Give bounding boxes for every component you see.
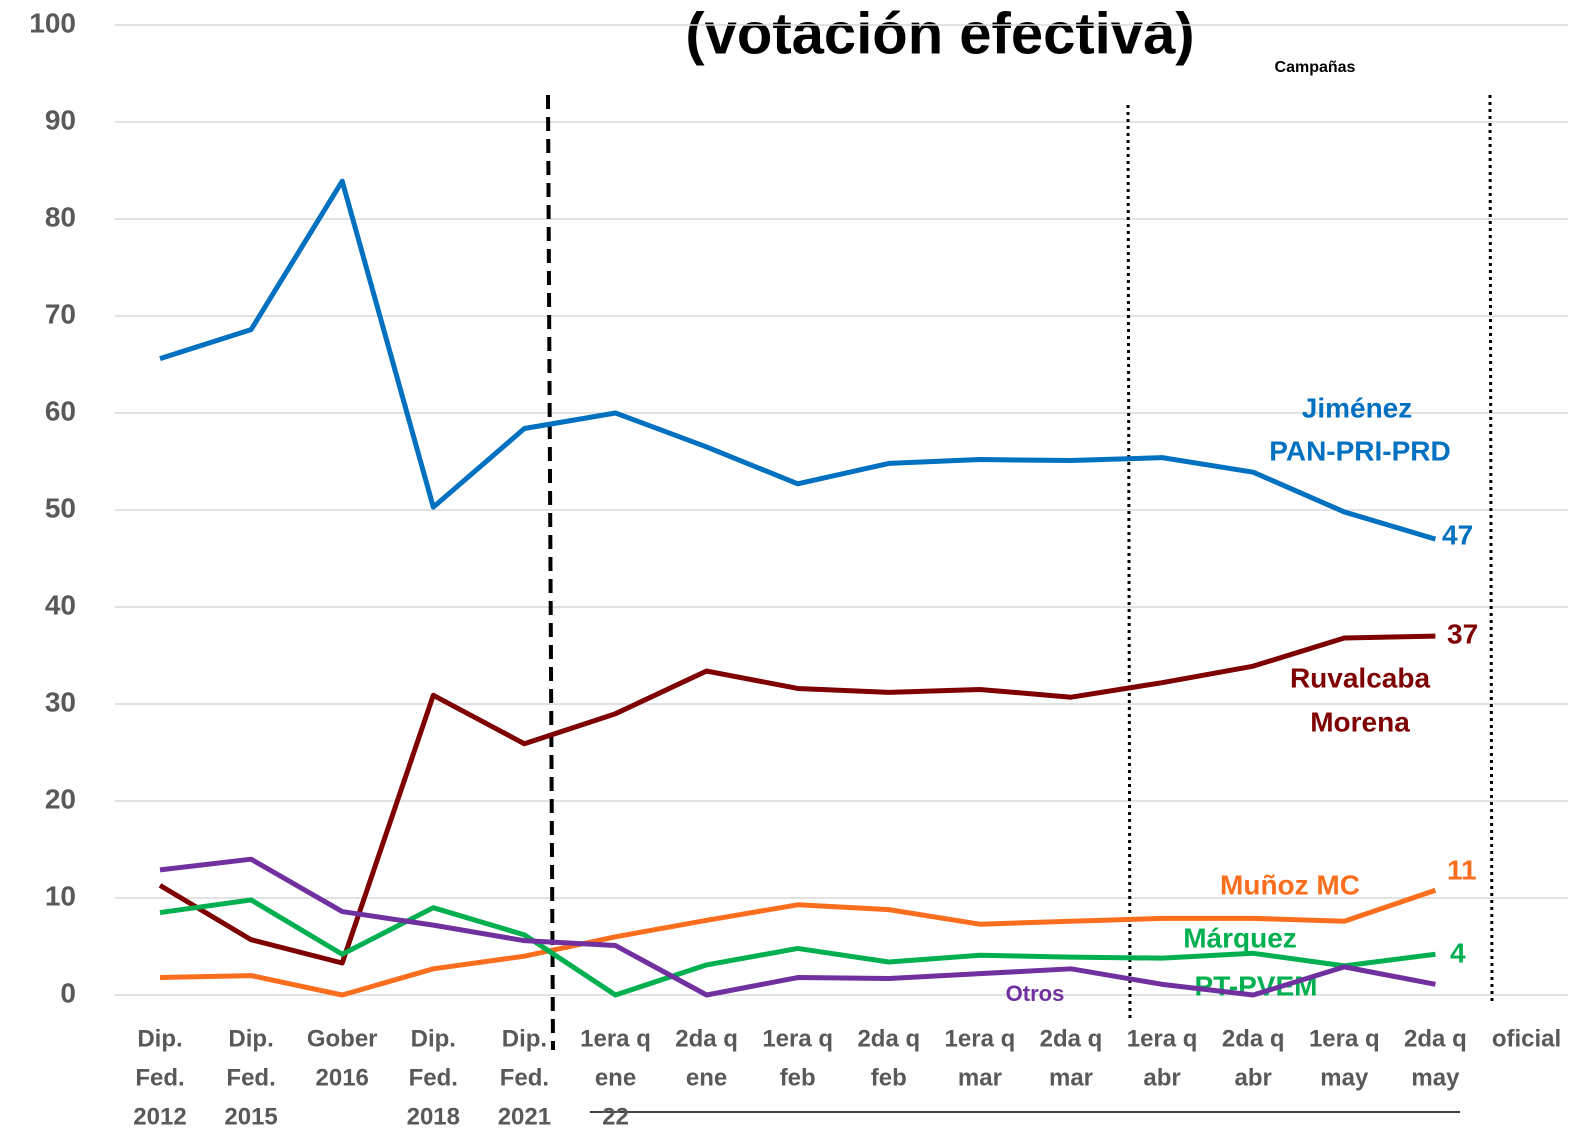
y-tick-label: 60: [45, 395, 76, 426]
x-tick-label: Fed.: [135, 1064, 184, 1091]
grid: [115, 24, 1568, 996]
y-tick-label: 40: [45, 589, 76, 620]
x-tick-label: 1era q: [1309, 1025, 1380, 1052]
x-tick-label: Gober: [307, 1025, 378, 1052]
x-tick-label: abr: [1143, 1064, 1180, 1091]
series-label: Jiménez: [1302, 392, 1413, 423]
series-label: Muñoz MC: [1220, 869, 1360, 900]
series-line: [159, 887, 1437, 998]
chart-subtitle: Campañas: [1275, 59, 1356, 76]
x-tick-label: Dip.: [228, 1025, 273, 1052]
y-tick-label: 20: [45, 783, 76, 814]
x-tick-label: 2016: [316, 1064, 369, 1091]
series-label: Otros: [1006, 981, 1065, 1006]
x-tick-label: mar: [958, 1064, 1002, 1091]
x-tick-label: Fed.: [226, 1064, 275, 1091]
data-label: 4: [1450, 937, 1466, 968]
x-tick-label: may: [1411, 1064, 1460, 1091]
data-label: 47: [1442, 519, 1473, 550]
y-tick-label: 0: [60, 977, 76, 1008]
y-tick-label: 100: [29, 7, 76, 38]
x-tick-label: oficial: [1492, 1025, 1561, 1052]
x-tick-label: feb: [871, 1064, 907, 1091]
x-tick-label: Fed.: [409, 1064, 458, 1091]
divider-dashed: [546, 94, 555, 1051]
x-tick-label: 2da q: [1404, 1025, 1467, 1052]
x-tick-label: 2018: [407, 1103, 460, 1130]
series-label: Morena: [1310, 706, 1410, 737]
data-label: 11: [1447, 854, 1477, 885]
series-line: [159, 897, 1436, 998]
x-tick-label: 2da q: [1222, 1025, 1285, 1052]
y-tick-label: 10: [45, 880, 76, 911]
x-tick-label: 2da q: [675, 1025, 738, 1052]
y-tick-label: 50: [45, 492, 76, 523]
x-tick-label: ene: [686, 1064, 727, 1091]
x-tick-label: 1era q: [762, 1025, 833, 1052]
x-tick-label: feb: [780, 1064, 816, 1091]
divider-dotted: [1488, 94, 1494, 1006]
series-label: PAN-PRI-PRD: [1269, 435, 1450, 466]
x-tick-label: ene: [595, 1064, 636, 1091]
x-tick-label: Dip.: [411, 1025, 456, 1052]
series-line: [158, 633, 1436, 966]
divider-dotted: [1126, 104, 1132, 1021]
x-tick-label: 2da q: [857, 1025, 920, 1052]
x-tick-label: 2da q: [1040, 1025, 1103, 1052]
series-label: Ruvalcaba: [1290, 662, 1430, 693]
x-tick-label: 1era q: [580, 1025, 651, 1052]
series-line: [159, 856, 1436, 998]
x-tick-label: abr: [1235, 1064, 1272, 1091]
x-tick-label: 2015: [224, 1103, 277, 1130]
y-tick-label: 30: [45, 686, 76, 717]
x-tick-label: mar: [1049, 1064, 1093, 1091]
chart-title: (votación efectiva): [685, 1, 1194, 66]
x-tick-label: Dip.: [502, 1025, 547, 1052]
y-tick-label: 90: [45, 104, 76, 135]
x-tick-label: may: [1320, 1064, 1369, 1091]
x-tick-label: 2012: [133, 1103, 186, 1130]
y-tick-label: 70: [45, 298, 76, 329]
data-label: 37: [1447, 618, 1478, 649]
x-tick-label: 1era q: [945, 1025, 1016, 1052]
x-tick-label: Dip.: [137, 1025, 182, 1052]
y-tick-label: 80: [45, 201, 76, 232]
series-line: [159, 178, 1437, 542]
x-tick-label: Fed.: [500, 1064, 549, 1091]
x-tick-label: 2021: [498, 1103, 551, 1130]
series-label: Márquez: [1183, 922, 1297, 953]
x-tick-label: 1era q: [1127, 1025, 1198, 1052]
x-tick-label: 22: [602, 1103, 629, 1130]
